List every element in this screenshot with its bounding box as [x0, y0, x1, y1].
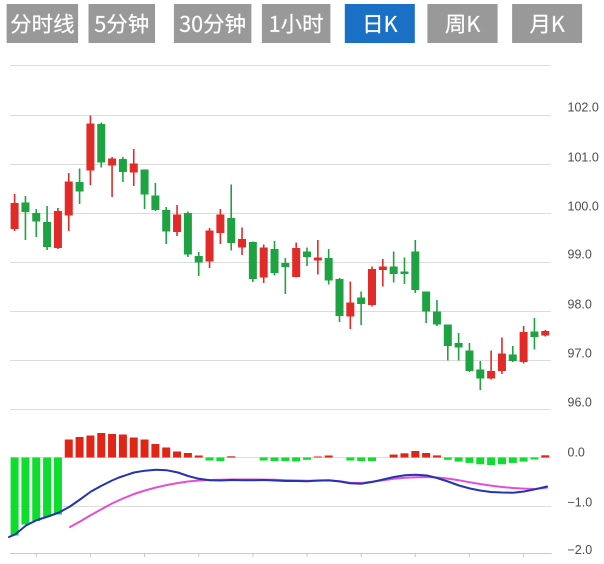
svg-text:0.0: 0.0 [568, 446, 585, 460]
svg-text:102.0: 102.0 [568, 100, 599, 114]
svg-text:−1.0: −1.0 [568, 495, 593, 509]
svg-text:101.0: 101.0 [568, 150, 599, 164]
svg-text:97.0: 97.0 [568, 346, 592, 360]
svg-text:−2.0: −2.0 [568, 543, 593, 557]
svg-text:100.0: 100.0 [568, 199, 599, 213]
svg-text:96.0: 96.0 [568, 395, 592, 409]
svg-text:98.0: 98.0 [568, 297, 592, 311]
svg-text:99.0: 99.0 [568, 247, 592, 261]
